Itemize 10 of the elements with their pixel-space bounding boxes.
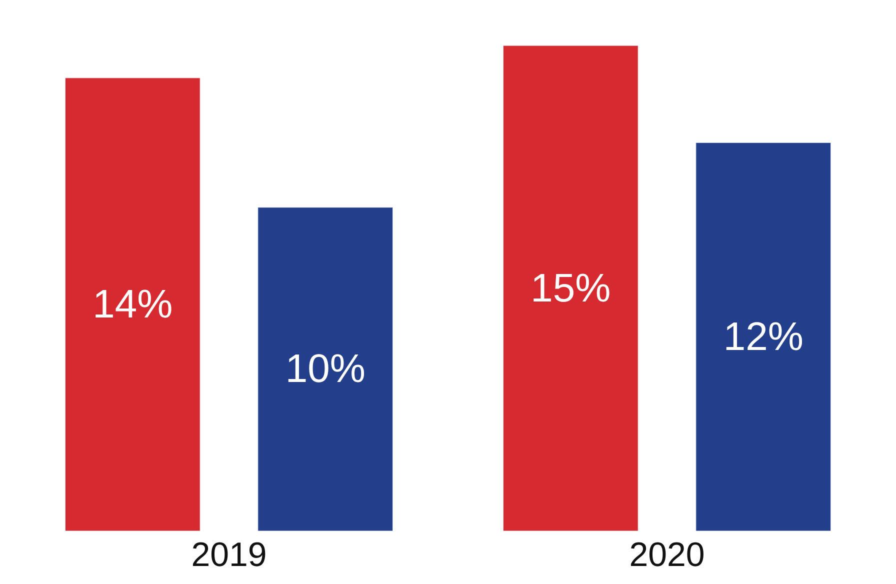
bar bbox=[502, 45, 638, 531]
x-tick-label: 2019 bbox=[191, 536, 267, 574]
bar bbox=[258, 207, 394, 531]
data-label: 12% bbox=[723, 314, 804, 359]
data-label: 15% bbox=[530, 266, 611, 310]
data-label: 14% bbox=[92, 282, 173, 326]
data-label: 10% bbox=[285, 347, 366, 392]
bar bbox=[696, 142, 832, 531]
x-tick-label: 2020 bbox=[629, 536, 705, 574]
bar bbox=[64, 78, 200, 531]
